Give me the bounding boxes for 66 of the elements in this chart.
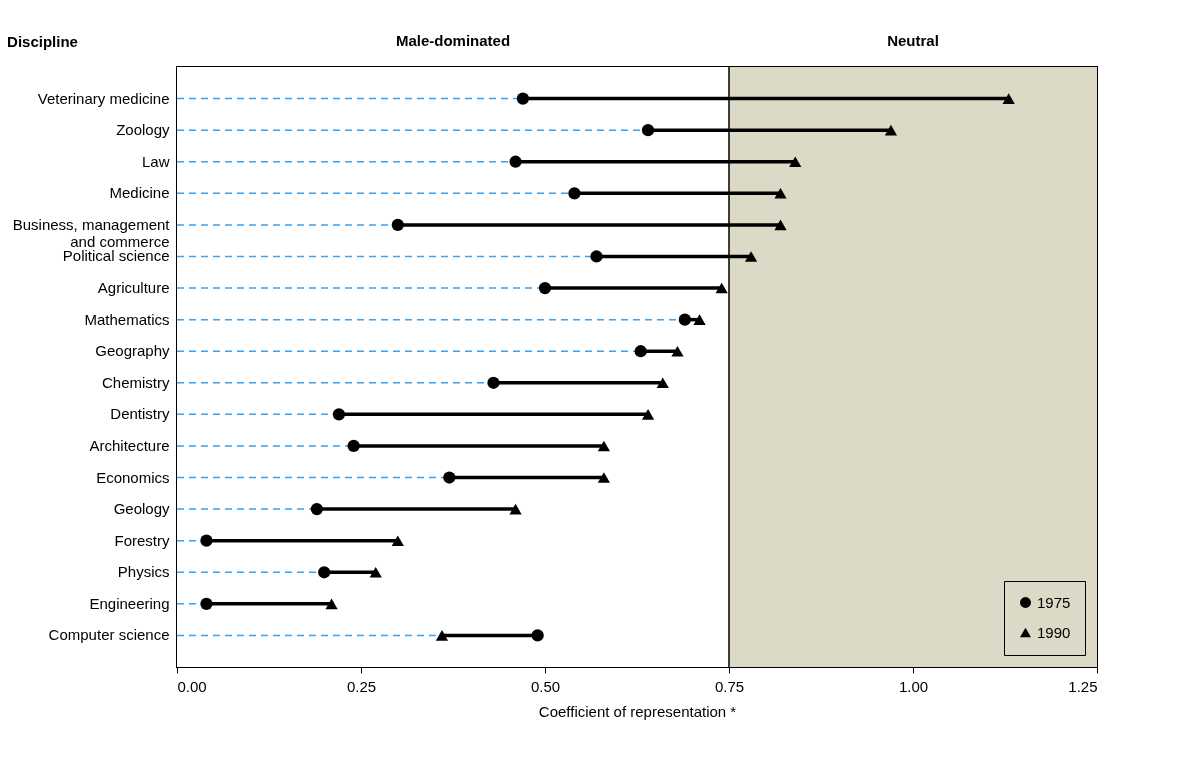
y-tick-label: Economics xyxy=(96,468,170,486)
y-tick-label: Forestry xyxy=(114,531,170,549)
band-label: Male-dominated xyxy=(395,32,511,49)
y-tick-label: Veterinary medicine xyxy=(37,89,170,107)
y-tick-label: Dentistry xyxy=(110,405,170,423)
point xyxy=(884,124,898,136)
point xyxy=(656,377,669,389)
legend-label: 1975 xyxy=(1037,593,1071,611)
y-tick-label: Physics xyxy=(117,563,170,581)
point xyxy=(693,314,706,325)
point xyxy=(634,345,647,358)
point xyxy=(509,503,522,515)
point xyxy=(774,219,787,231)
y-tick-label: Medicine xyxy=(109,184,170,202)
y-tick-label: Business, management and commerce xyxy=(12,215,171,250)
point xyxy=(1002,93,1015,104)
point xyxy=(789,156,802,168)
point xyxy=(774,188,787,199)
x-tick-label: 0.25 xyxy=(346,677,377,695)
point xyxy=(443,471,456,484)
point xyxy=(435,630,449,641)
y-tick-label: Mathematics xyxy=(84,310,170,328)
point xyxy=(509,155,522,168)
point xyxy=(715,282,728,294)
y-tick-label: Architecture xyxy=(89,436,170,454)
x-tick-label: 1.25 xyxy=(1068,677,1098,695)
point xyxy=(369,566,382,578)
point xyxy=(347,439,360,453)
point xyxy=(391,535,404,546)
point xyxy=(318,566,331,579)
point xyxy=(568,187,581,200)
point xyxy=(325,598,338,610)
point xyxy=(538,281,552,295)
point xyxy=(590,250,603,263)
y-tick-label: Geography xyxy=(95,342,170,360)
point xyxy=(744,251,758,262)
y-tick-label: Computer science xyxy=(48,626,170,644)
point xyxy=(332,408,346,421)
x-tick-label: 0.75 xyxy=(714,677,745,695)
y-tick-label: Zoology xyxy=(116,121,170,139)
point xyxy=(516,92,530,105)
band-label: Neutral xyxy=(887,32,939,49)
point xyxy=(487,376,500,389)
point xyxy=(531,629,544,642)
y-tick-label: Law xyxy=(141,152,170,170)
y-tick-label: Engineering xyxy=(89,594,170,612)
point xyxy=(641,409,655,420)
x-tick-label: 1.00 xyxy=(898,677,929,695)
y-tick-label: Geology xyxy=(113,500,170,518)
point xyxy=(678,313,691,326)
x-axis-title: Coefficient of representation * xyxy=(538,702,737,720)
point xyxy=(200,534,213,547)
legend-label: 1990 xyxy=(1037,623,1071,641)
y-axis-title: Discipline xyxy=(7,32,78,50)
point xyxy=(200,597,213,610)
point xyxy=(671,345,684,357)
y-tick-label: Political science xyxy=(62,247,170,265)
point xyxy=(597,472,610,483)
point xyxy=(597,440,610,452)
y-tick-label: Chemistry xyxy=(101,373,170,391)
point xyxy=(641,124,655,137)
y-tick-label: Agriculture xyxy=(97,279,170,297)
point xyxy=(391,218,404,232)
x-tick-label: 0.50 xyxy=(530,677,561,695)
x-tick-label: 0.00 xyxy=(177,677,207,695)
point xyxy=(310,502,323,516)
